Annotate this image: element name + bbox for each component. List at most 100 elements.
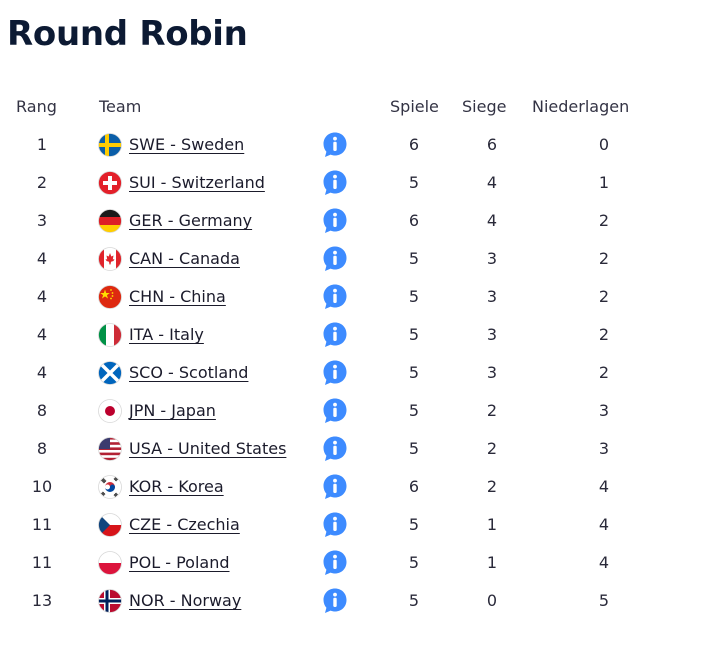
- info-icon[interactable]: [322, 435, 348, 463]
- sweden-flag-icon: [98, 133, 122, 157]
- team-link[interactable]: NOR - Norway: [129, 591, 242, 610]
- played-cell: 5: [408, 173, 420, 192]
- rank-cell: 4: [36, 363, 48, 382]
- canada-flag-icon: [98, 247, 122, 271]
- usa-flag-icon: [98, 437, 122, 461]
- won-cell: 0: [486, 591, 498, 610]
- info-icon[interactable]: [322, 587, 348, 615]
- won-cell: 4: [486, 173, 498, 192]
- column-header-team: Team: [99, 97, 142, 116]
- won-cell: 2: [486, 439, 498, 458]
- info-icon[interactable]: [322, 511, 348, 539]
- rank-cell: 2: [36, 173, 48, 192]
- info-icon[interactable]: [322, 473, 348, 501]
- info-icon[interactable]: [322, 397, 348, 425]
- played-cell: 5: [408, 363, 420, 382]
- rank-cell: 8: [36, 439, 48, 458]
- lost-cell: 5: [598, 591, 610, 610]
- lost-cell: 2: [598, 363, 610, 382]
- lost-cell: 3: [598, 401, 610, 420]
- table-row: 4 CHN - China 5 3 2: [0, 278, 720, 316]
- won-cell: 2: [486, 401, 498, 420]
- standings-table: 1 SWE - Sweden 6 6 0 2 SUI - Switzerland 5 4 1 3 GE…: [0, 126, 720, 620]
- lost-cell: 2: [598, 325, 610, 344]
- switzerland-flag-icon: [98, 171, 122, 195]
- info-icon[interactable]: [322, 549, 348, 577]
- scotland-flag-icon: [98, 361, 122, 385]
- table-row: 4 CAN - Canada 5 3 2: [0, 240, 720, 278]
- rank-cell: 8: [36, 401, 48, 420]
- table-row: 4 SCO - Scotland 5 3 2: [0, 354, 720, 392]
- info-icon[interactable]: [322, 321, 348, 349]
- lost-cell: 2: [598, 249, 610, 268]
- korea-flag-icon: [98, 475, 122, 499]
- table-row: 8 JPN - Japan 5 2 3: [0, 392, 720, 430]
- rank-cell: 11: [31, 515, 53, 534]
- played-cell: 5: [408, 249, 420, 268]
- lost-cell: 4: [598, 477, 610, 496]
- team-link[interactable]: SUI - Switzerland: [129, 173, 265, 192]
- lost-cell: 2: [598, 287, 610, 306]
- japan-flag-icon: [98, 399, 122, 423]
- table-row: 11 CZE - Czechia 5 1 4: [0, 506, 720, 544]
- info-icon[interactable]: [322, 131, 348, 159]
- table-row: 11 POL - Poland 5 1 4: [0, 544, 720, 582]
- table-row: 13 NOR - Norway 5 0 5: [0, 582, 720, 620]
- china-flag-icon: [98, 285, 122, 309]
- column-header-lost: Niederlagen: [532, 97, 630, 116]
- rank-cell: 4: [36, 287, 48, 306]
- won-cell: 1: [486, 553, 498, 572]
- won-cell: 3: [486, 249, 498, 268]
- table-row: 4 ITA - Italy 5 3 2: [0, 316, 720, 354]
- table-row: 10 KOR - Korea 6 2 4: [0, 468, 720, 506]
- played-cell: 5: [408, 515, 420, 534]
- norway-flag-icon: [98, 589, 122, 613]
- team-link[interactable]: KOR - Korea: [129, 477, 224, 496]
- won-cell: 6: [486, 135, 498, 154]
- rank-cell: 4: [36, 249, 48, 268]
- team-link[interactable]: POL - Poland: [129, 553, 230, 572]
- table-row: 2 SUI - Switzerland 5 4 1: [0, 164, 720, 202]
- page-title: Round Robin: [7, 14, 248, 54]
- played-cell: 5: [408, 287, 420, 306]
- info-icon[interactable]: [322, 359, 348, 387]
- lost-cell: 4: [598, 553, 610, 572]
- rank-cell: 13: [31, 591, 53, 610]
- team-link[interactable]: CAN - Canada: [129, 249, 240, 268]
- table-row: 1 SWE - Sweden 6 6 0: [0, 126, 720, 164]
- team-link[interactable]: SWE - Sweden: [129, 135, 245, 154]
- rank-cell: 11: [31, 553, 53, 572]
- team-link[interactable]: GER - Germany: [129, 211, 253, 230]
- info-icon[interactable]: [322, 207, 348, 235]
- team-link[interactable]: USA - United States: [129, 439, 287, 458]
- team-link[interactable]: ITA - Italy: [129, 325, 204, 344]
- played-cell: 5: [408, 553, 420, 572]
- played-cell: 6: [408, 211, 420, 230]
- won-cell: 4: [486, 211, 498, 230]
- rank-cell: 4: [36, 325, 48, 344]
- won-cell: 1: [486, 515, 498, 534]
- rank-cell: 1: [36, 135, 48, 154]
- played-cell: 5: [408, 325, 420, 344]
- czechia-flag-icon: [98, 513, 122, 537]
- team-link[interactable]: SCO - Scotland: [129, 363, 249, 382]
- column-header-rank: Rang: [16, 97, 57, 116]
- italy-flag-icon: [98, 323, 122, 347]
- info-icon[interactable]: [322, 169, 348, 197]
- team-link[interactable]: JPN - Japan: [129, 401, 216, 420]
- lost-cell: 0: [598, 135, 610, 154]
- lost-cell: 3: [598, 439, 610, 458]
- won-cell: 2: [486, 477, 498, 496]
- column-header-won: Siege: [462, 97, 507, 116]
- played-cell: 5: [408, 591, 420, 610]
- rank-cell: 3: [36, 211, 48, 230]
- won-cell: 3: [486, 363, 498, 382]
- team-link[interactable]: CZE - Czechia: [129, 515, 240, 534]
- poland-flag-icon: [98, 551, 122, 575]
- table-row: 3 GER - Germany 6 4 2: [0, 202, 720, 240]
- info-icon[interactable]: [322, 283, 348, 311]
- info-icon[interactable]: [322, 245, 348, 273]
- team-link[interactable]: CHN - China: [129, 287, 226, 306]
- played-cell: 5: [408, 439, 420, 458]
